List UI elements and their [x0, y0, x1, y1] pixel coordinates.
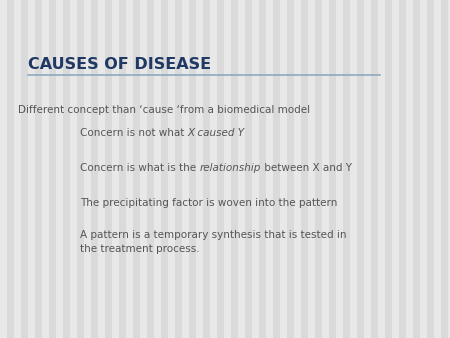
Text: Different concept than ‘cause ‘from a biomedical model: Different concept than ‘cause ‘from a bi…	[18, 105, 310, 115]
Text: Concern is not what: Concern is not what	[80, 128, 188, 138]
Text: between X and Y: between X and Y	[261, 163, 352, 173]
Text: The precipitating factor is woven into the pattern: The precipitating factor is woven into t…	[80, 198, 338, 208]
Text: Concern is what is the: Concern is what is the	[80, 163, 199, 173]
Text: CAUSES OF DISEASE: CAUSES OF DISEASE	[28, 57, 211, 72]
Text: X caused Y: X caused Y	[188, 128, 245, 138]
Text: A pattern is a temporary synthesis that is tested in
the treatment process.: A pattern is a temporary synthesis that …	[80, 230, 346, 254]
Text: relationship: relationship	[199, 163, 261, 173]
